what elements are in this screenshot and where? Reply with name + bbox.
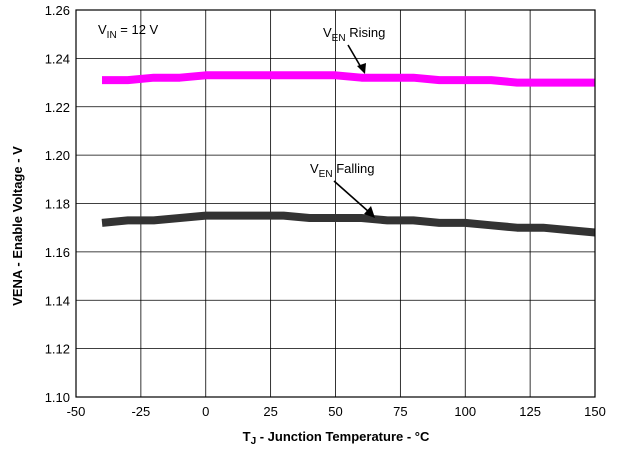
rising-annotation: VEN Rising (323, 25, 385, 44)
y-tick-label: 1.16 (45, 245, 70, 260)
series-line-falling (101, 211, 596, 237)
x-axis-title: TJ - Junction Temperature - °C (243, 429, 430, 447)
x-tick-label: 75 (393, 404, 407, 419)
y-tick-label: 1.24 (45, 51, 70, 66)
x-tick-label: 125 (519, 404, 541, 419)
x-tick-label: 50 (328, 404, 342, 419)
y-tick-label: 1.14 (45, 293, 70, 308)
y-tick-label: 1.10 (45, 390, 70, 405)
falling-arrow (333, 180, 375, 218)
x-tick-label: -25 (131, 404, 150, 419)
x-tick-label: 25 (263, 404, 277, 419)
series-line-rising (102, 71, 595, 87)
x-tick-labels: -50 -25 0 25 50 75 100 125 150 (67, 404, 606, 419)
y-tick-label: 1.18 (45, 197, 70, 212)
x-tick-label: 100 (454, 404, 476, 419)
y-tick-label: 1.12 (45, 342, 70, 357)
y-tick-label: 1.22 (45, 100, 70, 115)
y-axis-title: VENA - Enable Voltage - V (10, 146, 25, 306)
grid (75, 9, 596, 398)
plot-frame (75, 9, 596, 398)
x-tick-label: 150 (584, 404, 606, 419)
x-tick-label: 0 (202, 404, 209, 419)
series-layer (101, 71, 596, 237)
y-tick-label: 1.26 (45, 3, 70, 18)
falling-annotation: VEN Falling (310, 161, 375, 180)
vin-annotation: VIN = 12 V (98, 22, 159, 41)
y-tick-labels: 1.10 1.12 1.14 1.16 1.18 1.20 1.22 1.24 1.26 (45, 3, 70, 405)
y-tick-label: 1.20 (45, 148, 70, 163)
x-tick-label: -50 (67, 404, 86, 419)
rising-arrow (347, 44, 366, 74)
